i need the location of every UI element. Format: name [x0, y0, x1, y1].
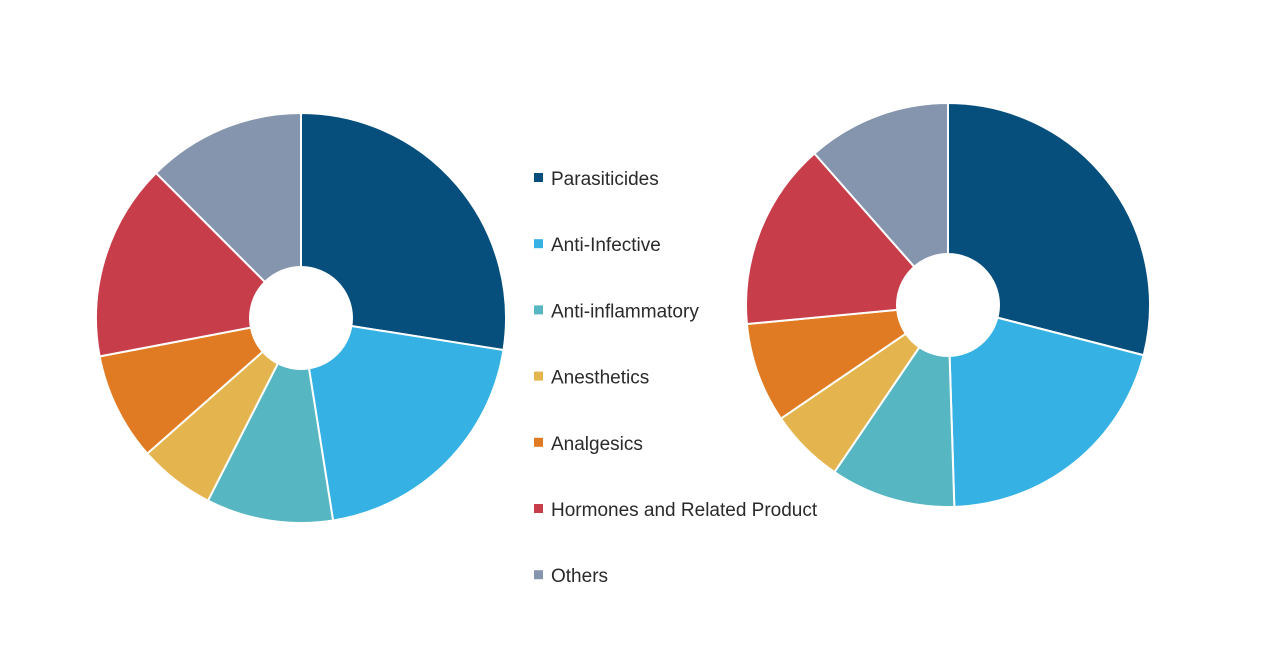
legend-item-hormones-and-related-product: Hormones and Related Product	[534, 500, 818, 521]
legend-swatch-analgesics	[534, 437, 543, 447]
legend-label-analgesics: Analgesics	[551, 434, 643, 455]
legend-item-analgesics: Analgesics	[534, 434, 643, 455]
legend-swatch-parasiticides	[534, 173, 543, 182]
right-slice-hormones-and-related-product	[745, 152, 951, 326]
right-slice-anti-infective	[946, 303, 1145, 508]
legend-item-anesthetics: Anesthetics	[534, 368, 649, 389]
right-donut-hole	[896, 253, 1000, 357]
left-slice-anti-infective	[299, 316, 505, 522]
legend-label-hormones-and-related-product: Hormones and Related Product	[551, 500, 818, 521]
right-slice-parasiticides	[947, 101, 1151, 357]
legend-item-anti-infective: Anti-Infective	[534, 235, 661, 256]
right-slice-analgesics	[745, 304, 949, 420]
legend-label-parasiticides: Parasiticides	[551, 169, 659, 190]
legend-swatch-hormones-and-related-product	[534, 504, 543, 513]
legend-label-anti-infective: Anti-Infective	[551, 235, 661, 256]
pie-chart-left	[95, 111, 507, 524]
legend-swatch-anti-inflammatory	[534, 305, 543, 315]
left-slice-others	[154, 111, 302, 321]
legend-item-parasiticides: Parasiticides	[534, 169, 659, 190]
left-slice-analgesics	[98, 316, 305, 455]
legend-label-others: Others	[551, 566, 608, 587]
legend-swatch-anesthetics	[534, 371, 543, 381]
legend-swatch-others	[534, 570, 543, 580]
legend: Parasiticides Anti-Infective Anti-inflamma…	[534, 169, 818, 587]
left-slice-parasiticides	[300, 111, 507, 352]
right-slice-anti-inflammatory	[833, 301, 956, 508]
legend-item-anti-inflammatory: Anti-inflammatory	[534, 301, 699, 322]
left-donut-hole	[249, 266, 353, 370]
legend-item-others: Others	[534, 566, 608, 587]
legend-label-anesthetics: Anesthetics	[551, 368, 649, 389]
pie-chart-right	[745, 101, 1151, 508]
right-slice-others	[813, 101, 949, 308]
legend-label-anti-inflammatory: Anti-inflammatory	[551, 301, 699, 322]
legend-swatch-anti-infective	[534, 239, 543, 249]
